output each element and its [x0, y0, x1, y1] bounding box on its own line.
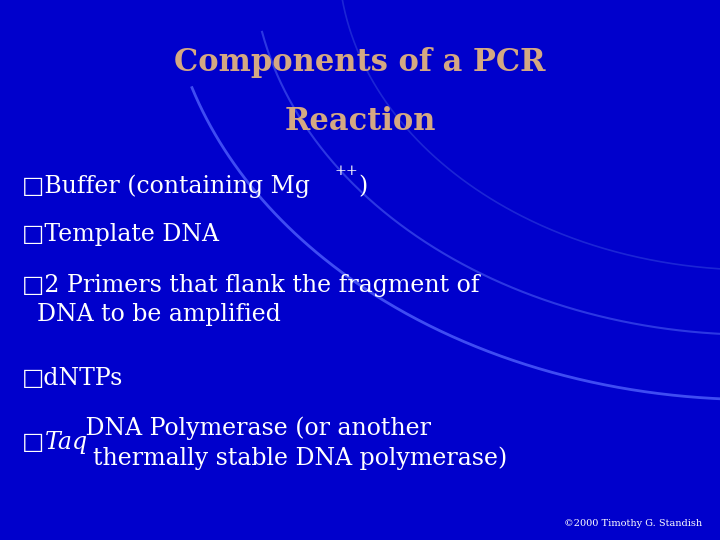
Text: □Buffer (containing Mg: □Buffer (containing Mg — [22, 174, 310, 198]
Text: ++: ++ — [335, 164, 359, 178]
Text: □Template DNA: □Template DNA — [22, 224, 219, 246]
Text: ©2000 Timothy G. Standish: ©2000 Timothy G. Standish — [564, 519, 702, 528]
Text: DNA Polymerase (or another
  thermally stable DNA polymerase): DNA Polymerase (or another thermally sta… — [78, 416, 508, 470]
Text: □dNTPs: □dNTPs — [22, 367, 123, 389]
Text: □: □ — [22, 431, 44, 454]
Text: ): ) — [358, 175, 367, 198]
Text: □2 Primers that flank the fragment of
  DNA to be amplified: □2 Primers that flank the fragment of DN… — [22, 274, 479, 326]
Text: Components of a PCR: Components of a PCR — [174, 46, 546, 78]
Text: Reaction: Reaction — [284, 106, 436, 137]
Text: Taq: Taq — [45, 431, 89, 454]
